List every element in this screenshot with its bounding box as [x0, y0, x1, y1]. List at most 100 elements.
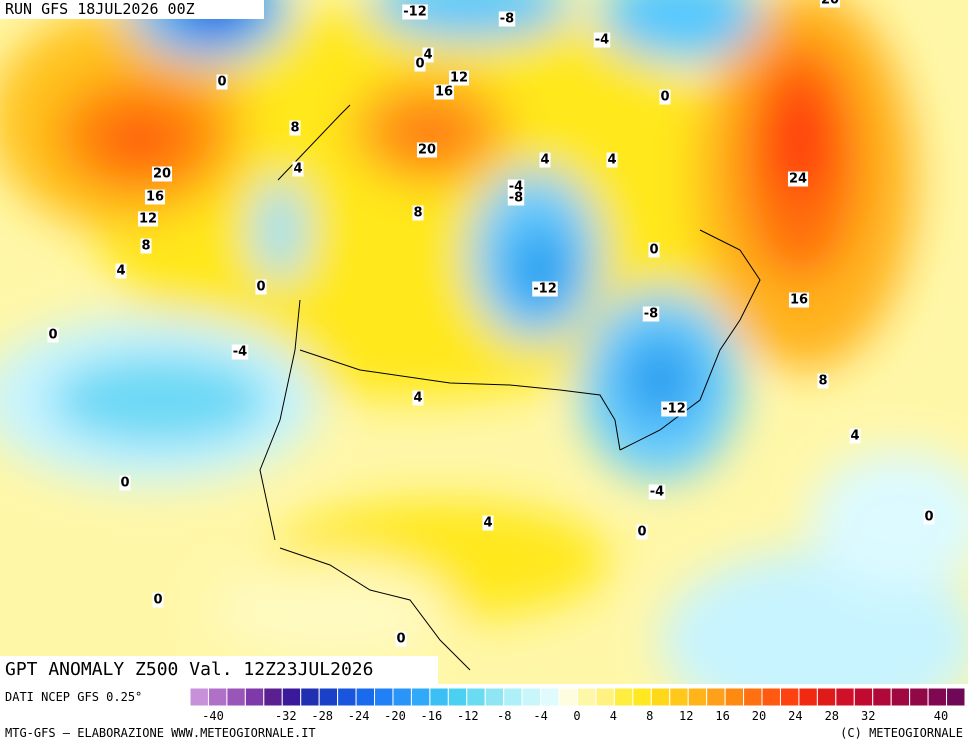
- colorbar-swatch: [521, 687, 542, 707]
- colorbar-swatch: [429, 687, 449, 707]
- contour-label: 4: [413, 391, 422, 406]
- contour-label-bg: [144, 189, 166, 205]
- contour-label: 0: [415, 57, 424, 72]
- colorbar-swatch: [447, 687, 468, 707]
- contour-label: 4: [293, 162, 302, 177]
- contour-label: 0: [924, 510, 933, 525]
- colorbar-swatch: [890, 687, 911, 707]
- contour-label: 24: [789, 172, 807, 187]
- colorbar-swatch: [318, 687, 339, 707]
- contour-label: 0: [256, 280, 265, 295]
- contour-label: -4: [233, 345, 247, 360]
- colorbar-swatch: [595, 687, 615, 707]
- colorbar-swatch: [207, 687, 228, 707]
- contour-label-bg: [47, 327, 59, 343]
- contour-label-bg: [532, 281, 558, 297]
- colorbar-label: 20: [752, 709, 766, 723]
- colorbar-label: -40: [202, 709, 224, 723]
- contour-label: 20: [153, 167, 171, 182]
- contour-label-bg: [923, 509, 935, 525]
- colorbar-swatch: [724, 687, 745, 707]
- contour-label: 8: [141, 239, 150, 254]
- colorbar-label: -12: [457, 709, 479, 723]
- colorbar-swatch: [558, 687, 578, 707]
- colorbar-label: -32: [275, 709, 297, 723]
- contour-label-bg: [636, 524, 648, 540]
- contour-label-bg: [448, 70, 470, 86]
- contour-label: 16: [435, 85, 453, 100]
- colorbar-swatch: [909, 687, 929, 707]
- contour-label: 0: [649, 243, 658, 258]
- colorbar-swatch: [761, 687, 781, 707]
- contour-label-bg: [648, 484, 666, 500]
- contour-label: -4: [595, 33, 609, 48]
- contour-label: 0: [120, 476, 129, 491]
- colorbar-swatch: [189, 687, 209, 707]
- colorbar-swatch: [392, 687, 412, 707]
- colorbar-swatch: [835, 687, 855, 707]
- colorbar-label: -4: [533, 709, 547, 723]
- colorbar-label: 40: [934, 709, 948, 723]
- contour-label: 0: [217, 75, 226, 90]
- contour-label-bg: [137, 211, 159, 227]
- contour-label-bg: [817, 373, 829, 389]
- contour-label-bg: [661, 401, 687, 417]
- contour-label-bg: [216, 74, 228, 90]
- colorbar-swatch: [374, 687, 394, 707]
- source: DATI NCEP GFS 0.25°: [5, 690, 142, 704]
- contour-label: -8: [509, 191, 523, 206]
- colorbar-label: 4: [610, 709, 617, 723]
- contour-label-bg: [416, 142, 438, 158]
- contour-label-bg: [422, 47, 434, 63]
- contour-label: 0: [660, 90, 669, 105]
- contour-label-bg: [140, 238, 152, 254]
- contour-label: 0: [396, 632, 405, 647]
- contour-label: 12: [139, 212, 157, 227]
- colorbar: -40 -32 -28 -24 -20 -16 -12 -8 -4 0 4 8 12 16 20 24 28 32…: [189, 687, 966, 723]
- contour-label-bg: [414, 56, 426, 72]
- colorbar-swatch: [263, 687, 283, 707]
- contour-label: -4: [650, 485, 664, 500]
- contour-label: 4: [607, 153, 616, 168]
- contour-label: -12: [403, 5, 427, 20]
- colorbar-label: -24: [348, 709, 370, 723]
- borders: [259, 104, 761, 671]
- contour-label-bg: [659, 89, 671, 105]
- contour-label: 8: [413, 206, 422, 221]
- contour-label-bg: [433, 84, 455, 100]
- colorbar-swatch: [484, 687, 505, 707]
- colorbar-swatch: [687, 687, 708, 707]
- colorbar-swatch: [927, 687, 948, 707]
- colorbar-label: -20: [384, 709, 406, 723]
- contour-label-bg: [119, 475, 131, 491]
- contour-label: 4: [483, 516, 492, 531]
- colorbar-label: 0: [573, 709, 580, 723]
- run-label: RUN GFS 18JUL2026 00Z: [5, 0, 195, 18]
- colorbar-swatch: [577, 687, 597, 707]
- colorbar-swatch: [540, 687, 560, 707]
- colorbar-swatch: [743, 687, 763, 707]
- title-box: [0, 656, 438, 684]
- contour-label-bg: [787, 171, 809, 187]
- colorbar-swatch: [946, 687, 966, 707]
- colorbar-label: -28: [311, 709, 333, 723]
- contour-label-bg: [292, 161, 304, 177]
- colorbar-swatch: [632, 687, 652, 707]
- contour-label-bg: [289, 120, 301, 136]
- colorbar-label: 16: [715, 709, 729, 723]
- colorbar-label: 28: [825, 709, 839, 723]
- colorbar-swatch: [226, 687, 246, 707]
- contour-label: 4: [850, 429, 859, 444]
- colorbar-label: 8: [646, 709, 653, 723]
- colorbar-swatch: [669, 687, 689, 707]
- colorbar-swatch: [798, 687, 818, 707]
- colorbar-label: 24: [788, 709, 802, 723]
- contour-label-bg: [788, 292, 810, 308]
- contour-label-bg: [849, 428, 861, 444]
- contour-label-bg: [606, 152, 618, 168]
- colorbar-swatch: [355, 687, 376, 707]
- contour-label: -8: [500, 12, 514, 27]
- colorbar-swatch: [503, 687, 523, 707]
